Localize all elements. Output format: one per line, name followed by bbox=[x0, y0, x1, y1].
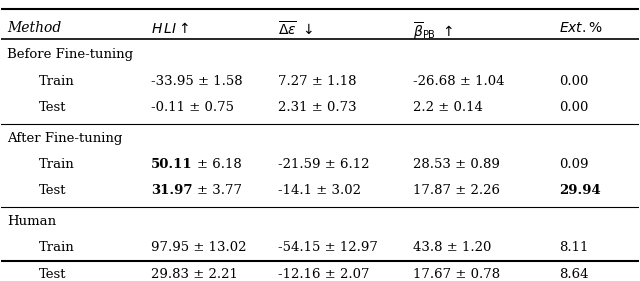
Text: 50.11: 50.11 bbox=[151, 158, 193, 171]
Text: -21.59 ± 6.12: -21.59 ± 6.12 bbox=[278, 158, 370, 171]
Text: 97.95 ± 13.02: 97.95 ± 13.02 bbox=[151, 241, 246, 254]
Text: 7.27 ± 1.18: 7.27 ± 1.18 bbox=[278, 75, 357, 88]
Text: $\overline{\beta}_{\rm PB}\ \uparrow$: $\overline{\beta}_{\rm PB}\ \uparrow$ bbox=[413, 21, 452, 43]
Text: After Fine-tuning: After Fine-tuning bbox=[7, 132, 122, 145]
Text: 0.00: 0.00 bbox=[559, 75, 589, 88]
Text: -14.1 ± 3.02: -14.1 ± 3.02 bbox=[278, 185, 362, 198]
Text: $\overline{\Delta\varepsilon}\ \downarrow$: $\overline{\Delta\varepsilon}\ \downarro… bbox=[278, 21, 314, 38]
Text: -0.11 ± 0.75: -0.11 ± 0.75 bbox=[151, 101, 234, 114]
Text: -54.15 ± 12.97: -54.15 ± 12.97 bbox=[278, 241, 378, 254]
Text: Method: Method bbox=[7, 21, 61, 35]
Text: 0.09: 0.09 bbox=[559, 158, 589, 171]
Text: 29.94: 29.94 bbox=[559, 185, 601, 198]
Text: -33.95 ± 1.58: -33.95 ± 1.58 bbox=[151, 75, 243, 88]
Text: 28.53 ± 0.89: 28.53 ± 0.89 bbox=[413, 158, 499, 171]
Text: 8.11: 8.11 bbox=[559, 241, 589, 254]
Text: 43.8 ± 1.20: 43.8 ± 1.20 bbox=[413, 241, 491, 254]
Text: Train: Train bbox=[39, 241, 75, 254]
Text: Test: Test bbox=[39, 185, 67, 198]
Text: $H\,LI$$\uparrow$: $H\,LI$$\uparrow$ bbox=[151, 21, 189, 35]
Text: 17.67 ± 0.78: 17.67 ± 0.78 bbox=[413, 268, 500, 281]
Text: 0.00: 0.00 bbox=[559, 101, 589, 114]
Text: 17.87 ± 2.26: 17.87 ± 2.26 bbox=[413, 185, 500, 198]
Text: -12.16 ± 2.07: -12.16 ± 2.07 bbox=[278, 268, 370, 281]
Text: 8.64: 8.64 bbox=[559, 268, 589, 281]
Text: 2.31 ± 0.73: 2.31 ± 0.73 bbox=[278, 101, 357, 114]
Text: Human: Human bbox=[7, 215, 56, 228]
Text: $\mathit{Ext.}\%$: $\mathit{Ext.}\%$ bbox=[559, 21, 604, 35]
Text: 29.83 ± 2.21: 29.83 ± 2.21 bbox=[151, 268, 237, 281]
Text: Train: Train bbox=[39, 75, 75, 88]
Text: ± 6.18: ± 6.18 bbox=[197, 158, 242, 171]
Text: Test: Test bbox=[39, 101, 67, 114]
Text: ± 3.77: ± 3.77 bbox=[197, 185, 243, 198]
Text: -26.68 ± 1.04: -26.68 ± 1.04 bbox=[413, 75, 504, 88]
Text: Test: Test bbox=[39, 268, 67, 281]
Text: 2.2 ± 0.14: 2.2 ± 0.14 bbox=[413, 101, 483, 114]
Text: 31.97: 31.97 bbox=[151, 185, 192, 198]
Text: Before Fine-tuning: Before Fine-tuning bbox=[7, 48, 133, 61]
Text: Train: Train bbox=[39, 158, 75, 171]
